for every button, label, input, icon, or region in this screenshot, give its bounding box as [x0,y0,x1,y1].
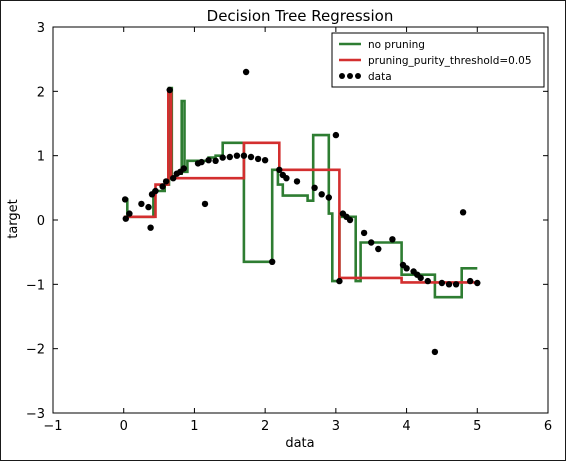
data-point [269,258,276,265]
data-point [452,281,460,288]
data-point [205,157,212,164]
data-point [247,153,255,161]
plot-border [52,26,549,414]
data-point [389,236,396,243]
data-point [170,175,177,182]
data-point [403,265,410,272]
data-point [180,165,187,172]
data-point [138,200,145,208]
data-point [212,157,219,164]
data-point [438,279,446,287]
data-point [226,153,233,161]
legend: no pruning pruning_purity_threshold=0.05d… [331,32,545,88]
data-point [254,155,262,163]
data-point [276,166,283,173]
data-point [159,183,166,190]
data-point [198,158,205,166]
y-axis-title: target [6,199,21,239]
data-point [233,152,241,159]
x-tick-label: 4 [402,419,410,434]
data-point [360,229,368,237]
legend-marker [339,73,345,79]
data-point [147,224,154,231]
data-point [431,348,439,356]
data-point [424,277,431,285]
data-point [152,187,159,195]
x-tick-label: 1 [190,419,198,434]
data-point [375,245,382,253]
data-point [219,154,226,161]
data-point [474,279,481,287]
x-tick-label: 5 [473,419,481,434]
data-point [325,194,332,201]
y-tick-label: 3 [37,21,45,36]
data-point [346,216,354,224]
data-point [240,152,248,159]
legend-marker [347,73,353,79]
data-point [283,175,290,182]
x-axis-title: data [285,436,314,451]
data-point [318,191,325,198]
x-tick-label: 6 [544,419,552,434]
data-point [368,239,375,246]
x-tick-label: 0 [120,419,128,434]
ticks-layer: −1 0 1 2 3 4 5 6 3 2 1 0 −1 −2 −3 [26,21,552,434]
data-point [293,178,301,185]
legend-label: data [368,71,392,83]
x-tick-label: 3 [332,419,340,434]
data-point [261,157,269,164]
data-point [242,68,250,76]
chart-title: Decision Tree Regression [207,7,394,25]
data-point [417,274,424,282]
data-points-layer [121,68,481,356]
data-point [332,131,340,139]
legend-box [331,32,545,88]
y-tick-label: 2 [37,85,45,100]
data-point [126,210,133,217]
legend-label: pruning_purity_threshold=0.05 [368,55,532,67]
data-point [311,184,318,191]
data-point [166,86,173,94]
data-point [122,215,129,222]
y-tick-label: −2 [26,343,45,358]
y-tick-label: 0 [37,214,45,229]
data-point [121,196,129,203]
x-tick-label: 2 [261,419,269,434]
data-point [467,277,474,285]
x-tick-label: −1 [43,419,62,434]
data-point [201,200,209,208]
y-tick-label: −1 [26,278,45,293]
plot-area [53,27,548,413]
data-point [445,281,453,288]
data-point [162,178,170,185]
y-tick-label: −3 [26,407,45,422]
data-point [336,277,343,285]
data-point [145,203,152,211]
legend-marker [355,73,361,79]
legend-label: no pruning [368,39,425,51]
y-tick-label: 1 [37,150,45,165]
data-point [459,209,467,216]
